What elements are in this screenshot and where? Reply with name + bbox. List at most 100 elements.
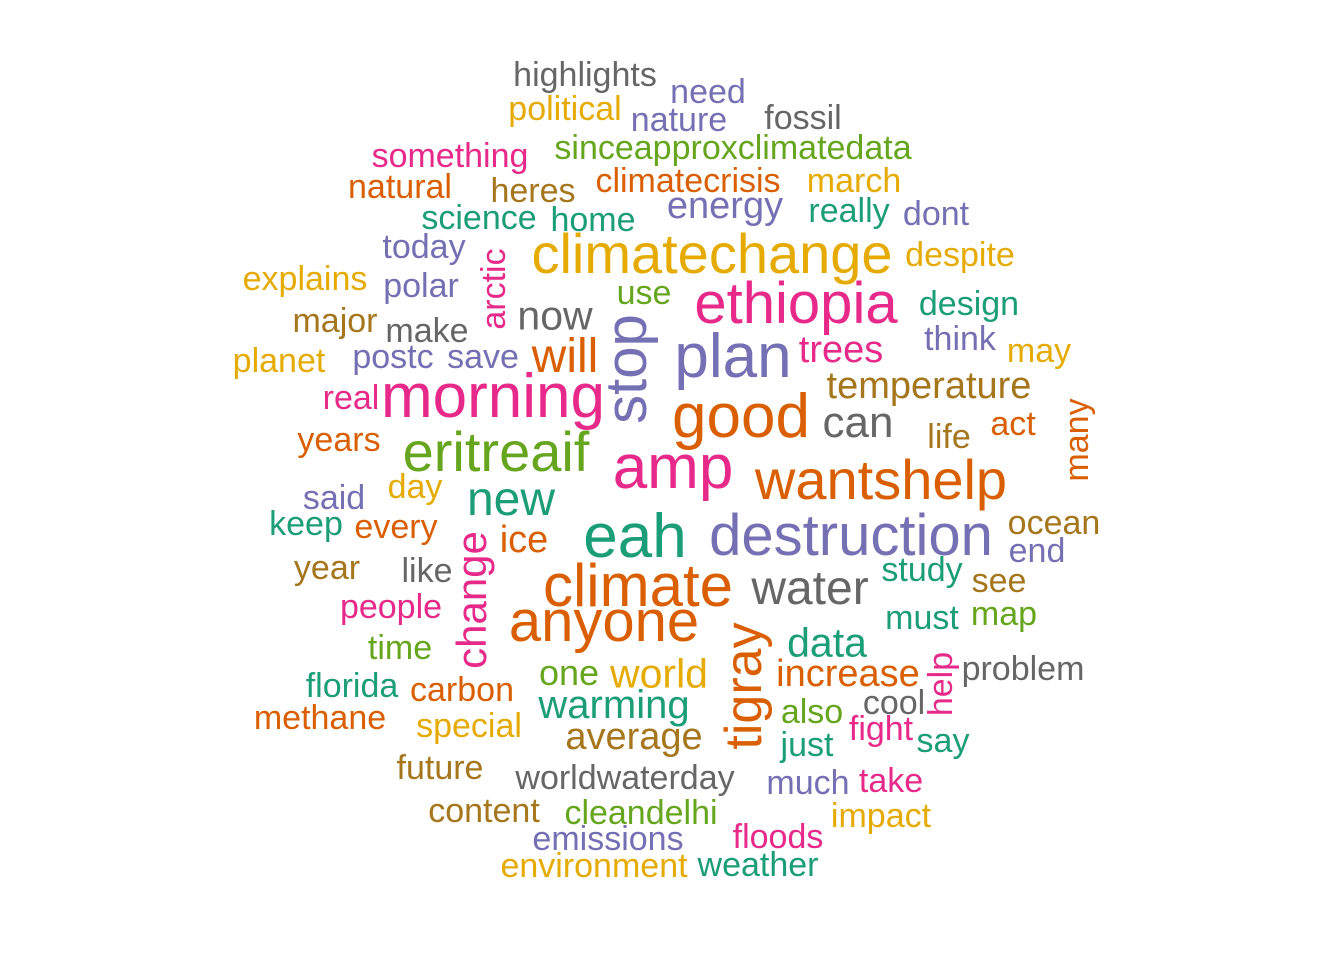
word: future (396, 749, 484, 787)
word: problem (961, 650, 1085, 688)
word: major (292, 302, 378, 340)
word: real (322, 379, 380, 417)
word: postc (352, 338, 434, 376)
word: impact (830, 797, 932, 835)
word: average (565, 716, 703, 758)
word: explains (242, 260, 368, 298)
word: climate (542, 552, 734, 619)
word: florida (305, 667, 399, 705)
word: map (970, 595, 1038, 633)
word: floods (732, 818, 824, 856)
word: increase (776, 653, 920, 695)
word: climatecrisis (595, 162, 781, 200)
word: said (302, 479, 366, 517)
word: can (822, 398, 894, 447)
word: design (918, 285, 1020, 323)
word: sinceapproxclimatedata (554, 129, 912, 167)
word: eritreaif (402, 420, 590, 483)
word: people (339, 588, 443, 626)
word: change (448, 531, 495, 669)
word: must (885, 599, 959, 637)
word: wantshelp (754, 448, 1008, 511)
word: dont (902, 195, 970, 233)
word: good (672, 382, 810, 451)
word: energy (666, 185, 784, 227)
word: methane (253, 699, 387, 737)
word: also (780, 693, 844, 731)
word: march (806, 162, 902, 200)
word: today (382, 228, 466, 266)
word: think (924, 320, 996, 358)
word: arctic (475, 248, 513, 330)
word: natural (348, 168, 452, 206)
word: new (466, 473, 556, 526)
word: fossil (764, 99, 842, 137)
word: morning (381, 362, 605, 431)
word: water (751, 562, 869, 615)
word: anyone (508, 589, 700, 654)
word: year (293, 549, 361, 587)
word: save (447, 338, 519, 376)
word: warming (538, 683, 690, 727)
word: environment (500, 847, 688, 885)
word: ocean (1007, 504, 1101, 542)
word: cleandelhi (564, 794, 718, 832)
word: weather (697, 846, 819, 884)
word: climatechange (531, 222, 893, 285)
word: amp (612, 433, 734, 502)
word: keep (269, 505, 343, 543)
word: eah (583, 502, 687, 571)
word: many (1058, 398, 1096, 482)
word: need (670, 73, 746, 111)
word: highlights (513, 56, 657, 94)
word: act (990, 405, 1036, 443)
word: help (922, 651, 960, 717)
word: see (971, 562, 1027, 600)
word: trees (798, 329, 884, 371)
word: time (367, 629, 433, 667)
word: really (808, 192, 890, 230)
word: world (610, 650, 708, 697)
word: home (550, 201, 636, 239)
word: just (780, 726, 834, 764)
word: destruction (709, 503, 993, 568)
word: temperature (826, 365, 1032, 407)
word: much (766, 764, 850, 802)
word: despite (905, 236, 1015, 274)
word: use (616, 274, 672, 312)
word: fight (848, 710, 914, 748)
word: data (787, 619, 867, 666)
word: cool (862, 684, 926, 722)
word: like (401, 552, 453, 590)
word: day (387, 468, 443, 506)
word: content (428, 792, 540, 830)
word: science (421, 199, 537, 237)
word: ice (499, 519, 549, 561)
word: political (508, 90, 622, 128)
word: planet (232, 342, 326, 380)
word: years (297, 421, 381, 459)
word: emissions (532, 820, 684, 858)
word: will (531, 330, 599, 383)
word: say (916, 722, 970, 760)
word: every (354, 508, 438, 546)
word: nature (630, 101, 728, 139)
word: plan (674, 322, 792, 391)
word: tigray (715, 622, 773, 750)
word: something (371, 137, 529, 175)
word: worldwaterday (515, 759, 735, 797)
word: special (416, 707, 522, 745)
word: heres (490, 172, 576, 210)
word: stop (594, 314, 659, 424)
word: end (1008, 532, 1066, 570)
word: ethiopia (694, 271, 898, 336)
word: polar (383, 267, 459, 305)
word: may (1006, 332, 1072, 370)
word: make (385, 312, 469, 350)
word: one (538, 652, 600, 693)
word: study (881, 551, 963, 589)
word: now (517, 292, 593, 339)
word: carbon (410, 671, 514, 709)
word: take (858, 762, 924, 800)
